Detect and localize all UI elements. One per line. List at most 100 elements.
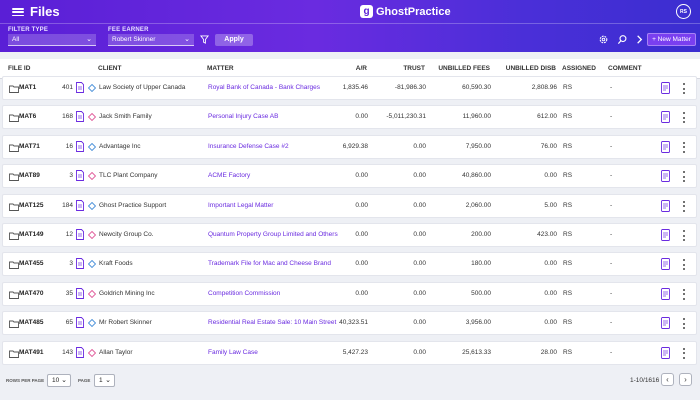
table-row[interactable]: MAT149 12 Newcity Group Co. Quantum Propert…: [2, 223, 697, 247]
document-icon[interactable]: [76, 199, 84, 211]
apply-button[interactable]: Apply: [215, 34, 253, 46]
table-row[interactable]: MAT485 65 Mr Robert Skinner Residential Rea…: [2, 311, 697, 336]
matter-link[interactable]: Royal Bank of Canada - Bank Charges: [208, 84, 321, 91]
client-name[interactable]: Kraft Foods: [99, 260, 133, 268]
table-row[interactable]: MAT71 16 Advantage Inc Insurance Defense Ca…: [2, 134, 697, 159]
matter-link[interactable]: Insurance Defense Case #2: [208, 142, 289, 150]
invoice-icon[interactable]: [661, 287, 670, 300]
file-id[interactable]: MAT89: [19, 172, 40, 180]
diamond-icon[interactable]: [88, 201, 96, 210]
document-icon[interactable]: [76, 317, 84, 329]
diamond-icon[interactable]: [88, 231, 96, 239]
kebab-icon[interactable]: [683, 230, 686, 241]
file-id[interactable]: MAT455: [19, 260, 44, 268]
col-assigned[interactable]: ASSIGNED: [562, 65, 596, 72]
col-trust[interactable]: TRUST: [403, 65, 425, 72]
kebab-icon[interactable]: [683, 141, 686, 153]
col-matter[interactable]: MATTER: [207, 65, 234, 72]
fee-earner-select[interactable]: Robert Skinner ⌄: [108, 34, 194, 46]
table-row[interactable]: MAT491 143 Allan Taylor Family Law Case 5,42…: [2, 340, 697, 365]
settings-icon[interactable]: [598, 34, 609, 45]
kebab-icon[interactable]: [683, 200, 686, 212]
table-row[interactable]: MAT89 3 TLC Plant Company ACME Factory 0.00 0…: [2, 164, 697, 189]
table-row[interactable]: MAT6 168 Jack Smith Family Personal Injury …: [2, 105, 697, 130]
invoice-icon[interactable]: [661, 111, 670, 124]
kebab-icon[interactable]: [683, 288, 686, 300]
file-id[interactable]: MAT6: [19, 113, 37, 121]
kebab-icon[interactable]: [683, 171, 686, 183]
matter-link[interactable]: Trademark File for Mac and Cheese Brand: [208, 260, 331, 268]
document-icon[interactable]: [76, 111, 84, 123]
diamond-icon[interactable]: [88, 142, 96, 151]
matter-link[interactable]: Residential Real Estate Sale: 10 Main St…: [208, 319, 337, 327]
file-id[interactable]: MAT125: [19, 201, 44, 209]
client-name[interactable]: Ghost Practice Support: [99, 201, 167, 209]
document-icon[interactable]: [76, 140, 84, 152]
invoice-icon[interactable]: [661, 82, 670, 94]
matter-link[interactable]: ACME Factory: [208, 172, 251, 180]
client-name[interactable]: TLC Plant Company: [99, 172, 158, 180]
client-name[interactable]: Law Society of Upper Canada: [99, 84, 186, 91]
file-id[interactable]: MAT149: [19, 231, 44, 238]
document-icon[interactable]: [76, 170, 84, 182]
kebab-icon[interactable]: [683, 347, 686, 359]
kebab-icon[interactable]: [683, 112, 686, 124]
col-file-id[interactable]: FILE ID: [8, 65, 31, 72]
invoice-icon[interactable]: [661, 346, 670, 359]
prev-page-button[interactable]: ‹: [661, 373, 674, 386]
matter-link[interactable]: Competition Commission: [208, 289, 281, 297]
client-name[interactable]: Advantage Inc: [99, 142, 141, 150]
document-icon[interactable]: [76, 346, 84, 358]
table-row[interactable]: MAT455 3 Kraft Foods Trademark File for Mac…: [2, 252, 697, 277]
chevron-right-icon[interactable]: [634, 34, 645, 45]
file-id[interactable]: MAT485: [19, 319, 44, 327]
diamond-icon[interactable]: [88, 84, 96, 92]
document-icon[interactable]: [76, 229, 84, 240]
file-id[interactable]: MAT470: [19, 289, 44, 297]
new-matter-button[interactable]: + New Matter: [647, 33, 696, 46]
menu-icon[interactable]: [12, 6, 24, 18]
matter-link[interactable]: Family Law Case: [208, 348, 258, 356]
diamond-icon[interactable]: [88, 172, 96, 181]
rows-per-page-select[interactable]: 10 ⌄: [47, 374, 71, 387]
invoice-icon[interactable]: [661, 317, 670, 330]
kebab-icon[interactable]: [683, 318, 686, 330]
table-row[interactable]: MAT1 401 Law Society of Upper Canada Royal …: [2, 76, 697, 100]
invoice-icon[interactable]: [661, 199, 670, 212]
client-name[interactable]: Allan Taylor: [99, 348, 133, 356]
kebab-icon[interactable]: [683, 83, 686, 94]
matter-link[interactable]: Personal Injury Case AB: [208, 113, 279, 121]
file-id[interactable]: MAT1: [19, 84, 37, 91]
filter-type-select[interactable]: All ⌄: [8, 34, 96, 46]
col-unbilled-fees[interactable]: UNBILLED FEES: [438, 65, 490, 72]
col-client[interactable]: CLIENT: [98, 65, 122, 72]
search-icon[interactable]: [617, 34, 628, 45]
table-row[interactable]: MAT125 184 Ghost Practice Support Important…: [2, 193, 697, 218]
document-icon[interactable]: [76, 82, 84, 93]
client-name[interactable]: Newcity Group Co.: [99, 231, 154, 238]
diamond-icon[interactable]: [88, 289, 96, 298]
invoice-icon[interactable]: [661, 140, 670, 153]
matter-link[interactable]: Quantum Property Group Limited and Other…: [208, 231, 338, 238]
document-icon[interactable]: [76, 287, 84, 299]
client-name[interactable]: Jack Smith Family: [99, 113, 152, 121]
diamond-icon[interactable]: [88, 319, 96, 328]
invoice-icon[interactable]: [661, 258, 670, 271]
next-page-button[interactable]: ›: [679, 373, 692, 386]
col-unbilled-disb[interactable]: UNBILLED DISB: [505, 65, 556, 72]
col-comment[interactable]: COMMENT: [608, 65, 642, 72]
diamond-icon[interactable]: [88, 260, 96, 269]
diamond-icon[interactable]: [88, 348, 96, 357]
page-select[interactable]: 1 ⌄: [94, 374, 115, 387]
matter-link[interactable]: Important Legal Matter: [208, 201, 274, 209]
document-icon[interactable]: [76, 258, 84, 270]
diamond-icon[interactable]: [88, 113, 96, 122]
file-id[interactable]: MAT71: [19, 142, 40, 150]
client-name[interactable]: Goldrich Mining Inc: [99, 289, 155, 297]
file-id[interactable]: MAT491: [19, 348, 44, 356]
invoice-icon[interactable]: [661, 170, 670, 183]
filter-icon[interactable]: [200, 35, 209, 44]
table-row[interactable]: MAT470 35 Goldrich Mining Inc Competition C…: [2, 281, 697, 306]
col-ar[interactable]: A/R: [355, 65, 367, 72]
avatar[interactable]: RS: [676, 4, 691, 19]
